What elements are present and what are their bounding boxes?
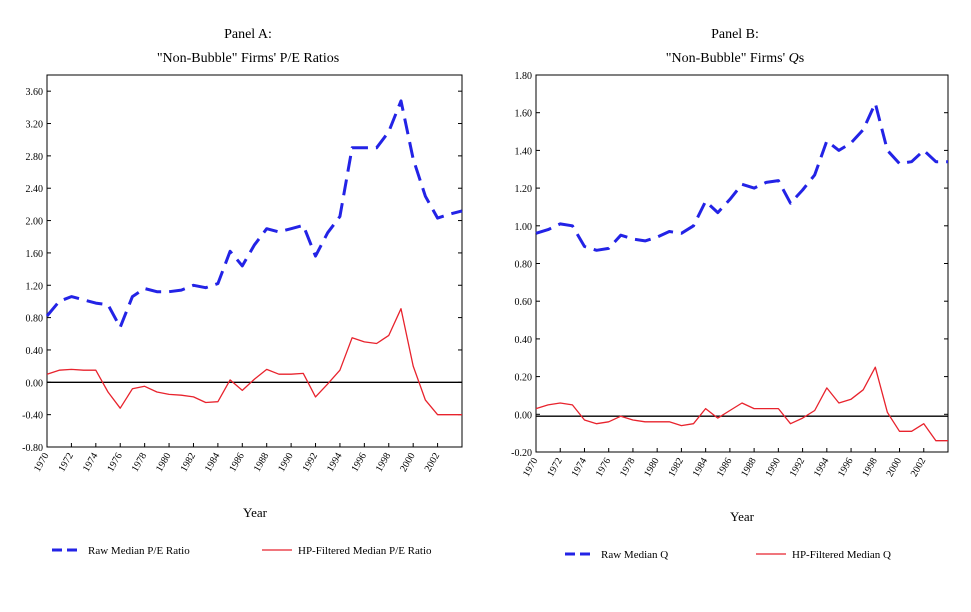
panel-b-x-tick-label: 1984	[691, 456, 711, 479]
panel-a-y-tick-label: 2.80	[26, 152, 44, 163]
panel-a-x-tick-label: 1994	[325, 451, 345, 474]
panel-a-x-tick-label: 1998	[374, 451, 394, 474]
panel-b-subtitle: "Non-Bubble" Firms' Qs	[666, 51, 804, 66]
panel-b-x-tick-label: 1988	[739, 456, 759, 479]
panel-b-chart: -0.20 0.00 0.20 0.40 0.60 0.80 1.00 1.20 1.40 1.6…	[511, 71, 949, 561]
panel-b-x-tick-label: 1974	[570, 456, 590, 479]
panel-a-y-tick-label: 1.60	[26, 249, 44, 260]
panel-a-series-raw-line	[45, 99, 463, 329]
panel-a-y-tick-label: -0.40	[22, 411, 43, 422]
panel-b-x-tick-label: 1978	[618, 456, 638, 479]
panel-b-x-tick-label: 1972	[545, 456, 565, 479]
panel-b-x-tick-label: 1990	[763, 456, 783, 479]
panel-b-x-tick-label: 1980	[642, 456, 662, 479]
panel-a-x-tick-label: 1972	[56, 451, 76, 474]
panel-a-y-tick-label: 0.80	[26, 314, 44, 325]
panel-a-subtitle: "Non-Bubble" Firms' P/E Ratios	[157, 51, 339, 66]
panel-a-x-tick-label: 1986	[227, 451, 247, 474]
panel-a-y-tick-label: 3.60	[26, 87, 44, 98]
panel-b-x-tick-label: 1998	[860, 456, 880, 479]
panel-b-y-tick-label: -0.20	[511, 448, 532, 459]
panel-b-series-hp-filtered-line	[535, 366, 948, 442]
panel-a-x-tick-label: 2000	[398, 451, 418, 474]
panel-a-chart: -0.80 -0.40 0.00 0.40 0.80 1.20 1.60 2.00 2.40 2.…	[22, 74, 463, 557]
panel-a-x-tick-label: 2002	[423, 451, 443, 474]
panel-b-legend-label-1: Raw Median Q	[601, 549, 668, 561]
panel-a-legend-label-1: Raw Median P/E Ratio	[88, 545, 190, 557]
panel-a-x-tick-label: 1976	[105, 451, 125, 474]
panel-a-x-tick-label: 1978	[130, 451, 150, 474]
panel-a-x-tick-label: 1970	[32, 451, 52, 474]
panel-a-series-hp-filtered-line	[46, 308, 462, 416]
panel-a-y-tick-label: 1.20	[26, 281, 44, 292]
panel-a-x-tick-label: 1992	[301, 451, 321, 474]
panel-a-x-tick-label: 1982	[179, 451, 199, 474]
panel-b-y-tick-label: 1.80	[515, 71, 533, 82]
panel-b-y-tick-label: 1.60	[515, 109, 533, 120]
panel-b-x-tick-label: 1970	[521, 456, 541, 479]
panel-b-x-tick-label: 1976	[594, 456, 614, 479]
panel-b-x-axis-label: Year	[730, 509, 755, 524]
panel-a-y-tick-label: 2.00	[26, 217, 44, 228]
panel-a-x-tick-label: 1974	[81, 451, 101, 474]
panel-b-y-tick-label: 0.80	[515, 260, 533, 271]
panel-b-x-tick-label: 1994	[812, 456, 832, 479]
panel-a-y-tick-label: 3.20	[26, 120, 44, 131]
panel-b-x-tick-label: 1986	[715, 456, 735, 479]
panel-b-subtitle-part-3: s	[799, 51, 804, 66]
panel-b-y-tick-label: 0.20	[515, 373, 533, 384]
panel-b-x-tick-label: 2002	[909, 456, 929, 479]
panel-a-x-tick-label: 1984	[203, 451, 223, 474]
panel-b-y-tick-label: 1.40	[515, 146, 533, 157]
panel-a-x-tick-label: 1980	[154, 451, 174, 474]
panel-a-y-tick-label: -0.80	[22, 443, 43, 454]
panel-b-x-tick-label: 2000	[885, 456, 905, 479]
panel-a-title: Panel A:	[224, 27, 272, 42]
panel-b-x-tick-label: 1996	[836, 456, 856, 479]
panel-b-y-tick-label: 0.60	[515, 297, 533, 308]
panel-a-y-tick-label: 0.40	[26, 346, 44, 357]
panel-b-subtitle-q: Q	[789, 51, 799, 66]
panel-a-x-tick-label: 1988	[252, 451, 272, 474]
panel-b-y-tick-label: 1.00	[515, 222, 533, 233]
panel-b-y-tick-label: 1.20	[515, 184, 533, 195]
panel-a-legend-label-2: HP-Filtered Median P/E Ratio	[298, 545, 432, 557]
panel-a-y-tick-label: 0.00	[26, 378, 44, 389]
panel-b-series-raw-line	[535, 101, 948, 252]
panel-a-plot-frame	[46, 74, 463, 448]
panel-b-x-tick-label: 1992	[788, 456, 808, 479]
panel-b-plot-frame	[535, 74, 949, 453]
panel-a-x-tick-label: 1996	[349, 451, 369, 474]
panel-b-y-tick-label: 0.40	[515, 335, 533, 346]
panel-b-x-tick-label: 1982	[666, 456, 686, 479]
panel-a-x-tick-label: 1990	[276, 451, 296, 474]
panel-a-x-axis-label: Year	[243, 505, 268, 520]
panel-b-legend-label-2: HP-Filtered Median Q	[792, 549, 891, 561]
panel-b-y-tick-label: 0.00	[515, 410, 533, 421]
panel-a-y-tick-label: 2.40	[26, 184, 44, 195]
panel-b-title: Panel B:	[711, 27, 759, 42]
panel-b-subtitle-part-1: "Non-Bubble" Firms'	[666, 51, 789, 66]
